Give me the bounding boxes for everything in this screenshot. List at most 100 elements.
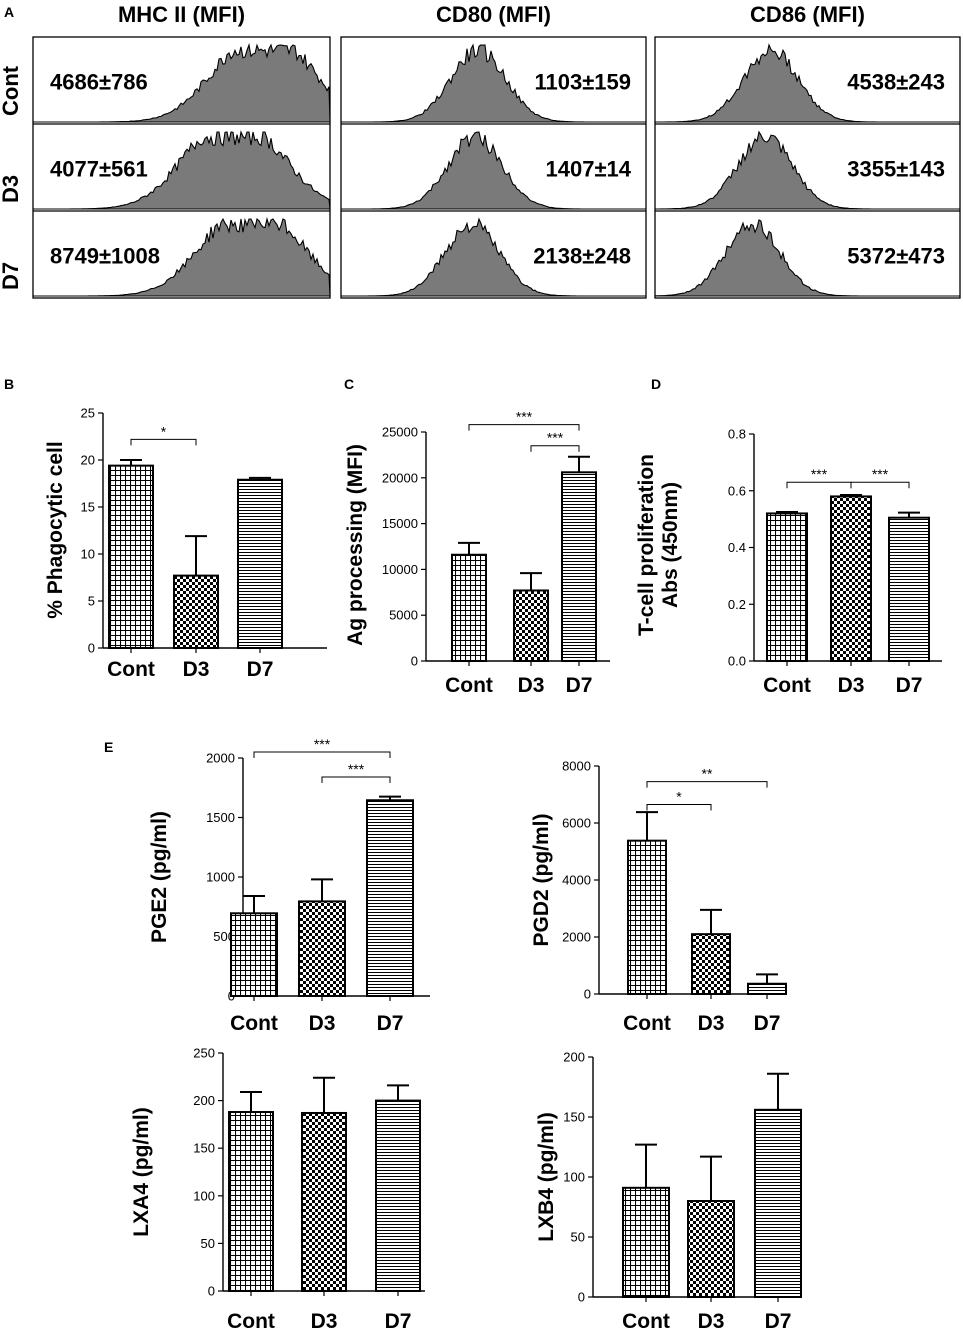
bar-chart-lxb4: 0 50 100 150 200 Cont D3 D7 LXB4 (pg/ml) — [535, 1050, 802, 1333]
bar-d7 — [888, 516, 930, 662]
x-category-label: D3 — [698, 1310, 725, 1333]
x-category-label: D7 — [385, 1310, 412, 1333]
y-tick-label: 200 — [563, 1050, 585, 1065]
bar-cont — [230, 912, 278, 997]
y-tick-label: 5 — [88, 594, 95, 609]
y-tick-label: 50 — [201, 1236, 215, 1251]
bar-chart-pge2: 0500100015002000ContD3D7******PGE2 (pg/m… — [148, 736, 430, 1035]
x-category-label: D7 — [754, 1012, 781, 1035]
significance-label: *** — [516, 409, 533, 425]
y-tick-label: 0.4 — [728, 540, 746, 555]
x-category-label: Cont — [623, 1012, 671, 1035]
y-tick-label: 4000 — [562, 873, 591, 888]
y-tick-label: 25000 — [382, 425, 418, 440]
histogram-trace — [341, 217, 646, 297]
significance-label: *** — [348, 761, 365, 777]
bar-cont — [627, 839, 667, 995]
histogram-trace — [33, 42, 331, 123]
significance-label: *** — [872, 466, 889, 482]
mfi-value-label: 1407±14 — [546, 157, 632, 182]
significance-bracket — [130, 438, 197, 446]
bar-cont — [766, 512, 808, 663]
x-category-label: Cont — [230, 1012, 278, 1035]
y-tick-label: 0.8 — [728, 427, 746, 442]
y-tick-label: 1500 — [206, 810, 235, 825]
y-tick-label: 2000 — [562, 930, 591, 945]
histogram-frame — [340, 36, 647, 299]
bar-chart-t-cell-proliferation: 0.0 0.2 0.4 0.6 0.8 Cont D3 D7 *** *** T-cell prol… — [635, 427, 942, 697]
mfi-value-label: 4538±243 — [847, 70, 945, 95]
y-tick-label: 0 — [208, 1284, 215, 1299]
bar-cont — [228, 1111, 274, 1293]
histogram-trace — [655, 130, 960, 210]
x-category-label: D3 — [183, 658, 210, 681]
marker-header: CD80 (MFI) — [436, 2, 551, 27]
bar-d3 — [687, 1200, 735, 1298]
histogram-frame — [32, 36, 331, 299]
y-tick-label: 0.2 — [728, 597, 746, 612]
row-label: D3 — [0, 175, 23, 203]
y-tick-label: 500 — [213, 929, 235, 944]
histogram-trace — [33, 130, 331, 210]
y-tick-label: 15 — [81, 500, 95, 515]
y-tick-label: 6000 — [562, 816, 591, 831]
bar-d3 — [513, 589, 549, 663]
histogram-trace — [341, 131, 646, 210]
y-tick-label: 0 — [411, 654, 418, 669]
x-category-label: D3 — [311, 1310, 338, 1333]
bar-d3 — [298, 900, 346, 998]
significance-label: * — [676, 788, 682, 804]
marker-header: CD86 (MFI) — [750, 2, 865, 27]
bar-cont — [451, 553, 487, 663]
significance-bracket — [468, 424, 580, 431]
bar-d7 — [237, 478, 283, 649]
y-tick-label: 200 — [193, 1093, 215, 1108]
row-label: Cont — [0, 65, 23, 116]
panel-letter-b: B — [4, 376, 14, 392]
y-axis-label: PGD2 (pg/ml) — [530, 813, 553, 946]
histogram-trace — [654, 219, 960, 297]
y-tick-label: 1000 — [206, 870, 235, 885]
x-category-label: D7 — [247, 658, 274, 681]
significance-bracket — [530, 445, 580, 452]
x-category-label: D3 — [518, 674, 545, 697]
mfi-value-label: 1103±159 — [534, 70, 631, 95]
histogram-trace — [655, 43, 960, 123]
x-category-label: D3 — [698, 1012, 725, 1035]
y-tick-label: 100 — [193, 1188, 215, 1203]
y-tick-label: 15000 — [382, 516, 418, 531]
bar-d7 — [754, 1108, 802, 1299]
bar-cont — [108, 464, 154, 650]
mfi-value-label: 8749±1008 — [50, 244, 160, 269]
histogram-trace — [33, 216, 331, 297]
significance-bracket — [646, 803, 712, 811]
y-tick-label: 20 — [81, 453, 95, 468]
bar-d7 — [747, 982, 787, 995]
bar-d7 — [375, 1099, 421, 1292]
panel-letter-d: D — [651, 376, 661, 392]
panel-letter-a: A — [4, 4, 14, 20]
x-category-label: D7 — [566, 674, 593, 697]
y-tick-label: 8000 — [562, 759, 591, 774]
y-tick-label: 0.0 — [728, 654, 746, 669]
significance-label: *** — [811, 466, 828, 482]
marker-header: MHC II (MFI) — [118, 2, 245, 27]
y-axis-label: PGE2 (pg/ml) — [148, 811, 171, 943]
x-category-label: D7 — [377, 1012, 404, 1035]
y-axis-label: T-cell proliferation — [635, 454, 658, 636]
significance-bracket — [646, 781, 768, 788]
significance-label: *** — [314, 736, 331, 752]
mfi-value-label: 4077±561 — [50, 157, 148, 182]
x-category-label: Cont — [445, 674, 493, 697]
y-tick-label: 20000 — [382, 470, 418, 485]
mfi-value-label: 5372±473 — [847, 244, 945, 269]
y-tick-label: 250 — [193, 1046, 215, 1061]
x-category-label: D7 — [896, 674, 923, 697]
y-axis-label: % Phagocytic cell — [44, 441, 67, 618]
y-tick-label: 25 — [81, 406, 95, 421]
significance-bracket — [321, 776, 391, 784]
bar-d7 — [366, 799, 414, 997]
y-axis-label: LXB4 (pg/ml) — [535, 1112, 558, 1242]
y-tick-label: 2000 — [206, 751, 235, 766]
